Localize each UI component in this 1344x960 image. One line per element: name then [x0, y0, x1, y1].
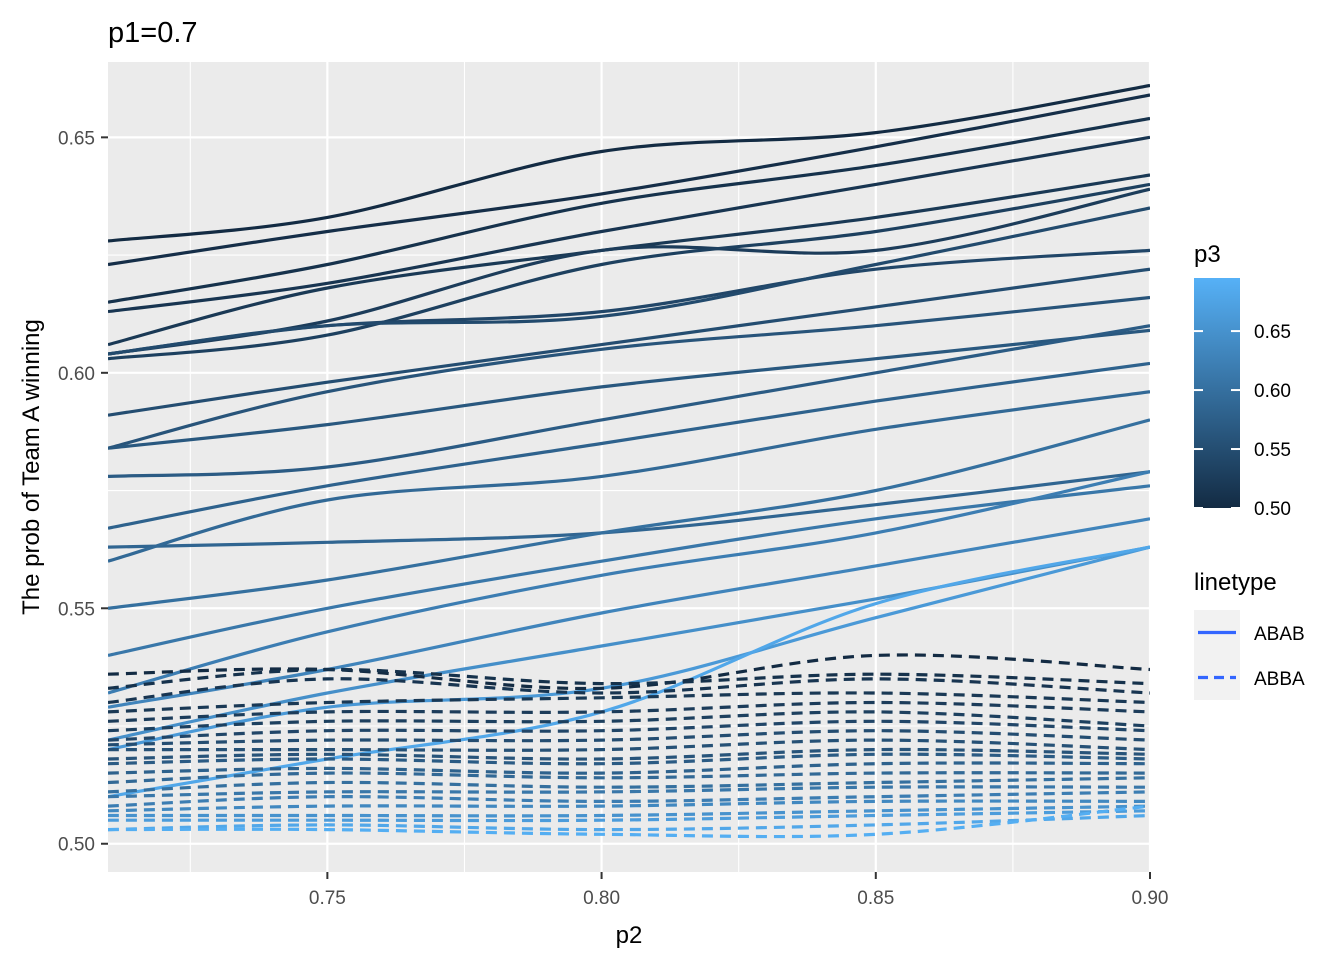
- series-line-abba: [108, 691, 1150, 714]
- series-line-abba: [108, 677, 1150, 705]
- x-tick-label: 0.80: [583, 888, 620, 909]
- series-line-abab: [108, 267, 1150, 417]
- colorbar-tick-label: 0.55: [1254, 440, 1291, 461]
- series-line-abba: [108, 771, 1150, 785]
- chart-title: p1=0.7: [108, 17, 198, 49]
- y-tick-label: 0.50: [58, 835, 95, 856]
- series-line-abab: [108, 135, 1150, 314]
- legend-key-label: ABBA: [1254, 669, 1305, 690]
- x-axis-title: p2: [616, 922, 643, 949]
- series-line-abab: [108, 418, 1150, 610]
- y-tick-label: 0.55: [58, 599, 95, 620]
- colorbar-title: p3: [1194, 241, 1221, 268]
- series-line-abab: [108, 390, 1150, 563]
- series-line-abab: [108, 83, 1150, 243]
- series-line-abab: [108, 328, 1150, 450]
- series-line-abba: [108, 804, 1150, 839]
- series-line-abba: [108, 667, 1150, 690]
- series-line-abab: [108, 182, 1150, 361]
- series-line-abba: [108, 719, 1150, 742]
- x-axis: 0.75 0.80 0.85 0.90: [309, 872, 1169, 909]
- y-axis-title: The prob of Team A winning: [18, 319, 45, 615]
- series-line-abba: [108, 653, 1150, 691]
- series-line-abba: [108, 710, 1150, 733]
- series-line-abba: [108, 804, 1150, 818]
- series-line-abab: [108, 470, 1150, 695]
- legend-key-label: ABAB: [1254, 624, 1305, 645]
- series-line-abab: [108, 517, 1150, 709]
- series-line-abab: [108, 361, 1150, 530]
- linetype-legend: linetype ABAB ABBA: [1194, 569, 1305, 700]
- x-tick-label: 0.85: [857, 888, 894, 909]
- colorbar-tick-label: 0.60: [1254, 381, 1291, 402]
- x-tick-label: 0.75: [309, 888, 346, 909]
- series-line-abba: [108, 785, 1150, 799]
- y-tick-label: 0.60: [58, 364, 95, 385]
- series-line-abba: [108, 809, 1150, 823]
- x-tick-label: 0.90: [1132, 888, 1169, 909]
- series-line-abab: [108, 484, 1150, 657]
- grid-major: [108, 62, 1152, 872]
- linetype-legend-title: linetype: [1194, 569, 1277, 596]
- y-tick-label: 0.65: [58, 128, 95, 149]
- series-line-abba: [108, 752, 1150, 766]
- series-line-abba: [108, 799, 1150, 813]
- series-layer: [108, 83, 1150, 839]
- linetype-keys: ABAB ABBA: [1194, 610, 1305, 700]
- series-line-abab: [108, 295, 1150, 450]
- series-line-abba: [108, 813, 1150, 832]
- series-line-abba: [108, 776, 1150, 794]
- series-line-abab: [108, 324, 1150, 478]
- y-axis: 0.50 0.55 0.60 0.65: [58, 128, 108, 856]
- colorbar: [1194, 278, 1240, 508]
- series-line-abba: [108, 729, 1150, 747]
- colorbar-tick-label: 0.65: [1254, 322, 1291, 343]
- series-line-abab: [108, 206, 1150, 356]
- colorbar-ticks: 0.50 0.55 0.60 0.65: [1194, 322, 1291, 520]
- colorbar-tick-label: 0.50: [1254, 499, 1291, 520]
- series-line-abab: [108, 93, 1150, 267]
- series-line-abba: [108, 700, 1150, 723]
- series-line-abab: [108, 116, 1150, 304]
- series-line-abab: [108, 545, 1150, 799]
- series-line-abba: [108, 790, 1150, 808]
- series-line-abba: [108, 747, 1150, 761]
- series-line-abba: [108, 761, 1150, 775]
- colorbar-legend: p3 0.50 0.55 0.60 0.65: [1194, 241, 1291, 520]
- series-line-abba: [108, 738, 1150, 752]
